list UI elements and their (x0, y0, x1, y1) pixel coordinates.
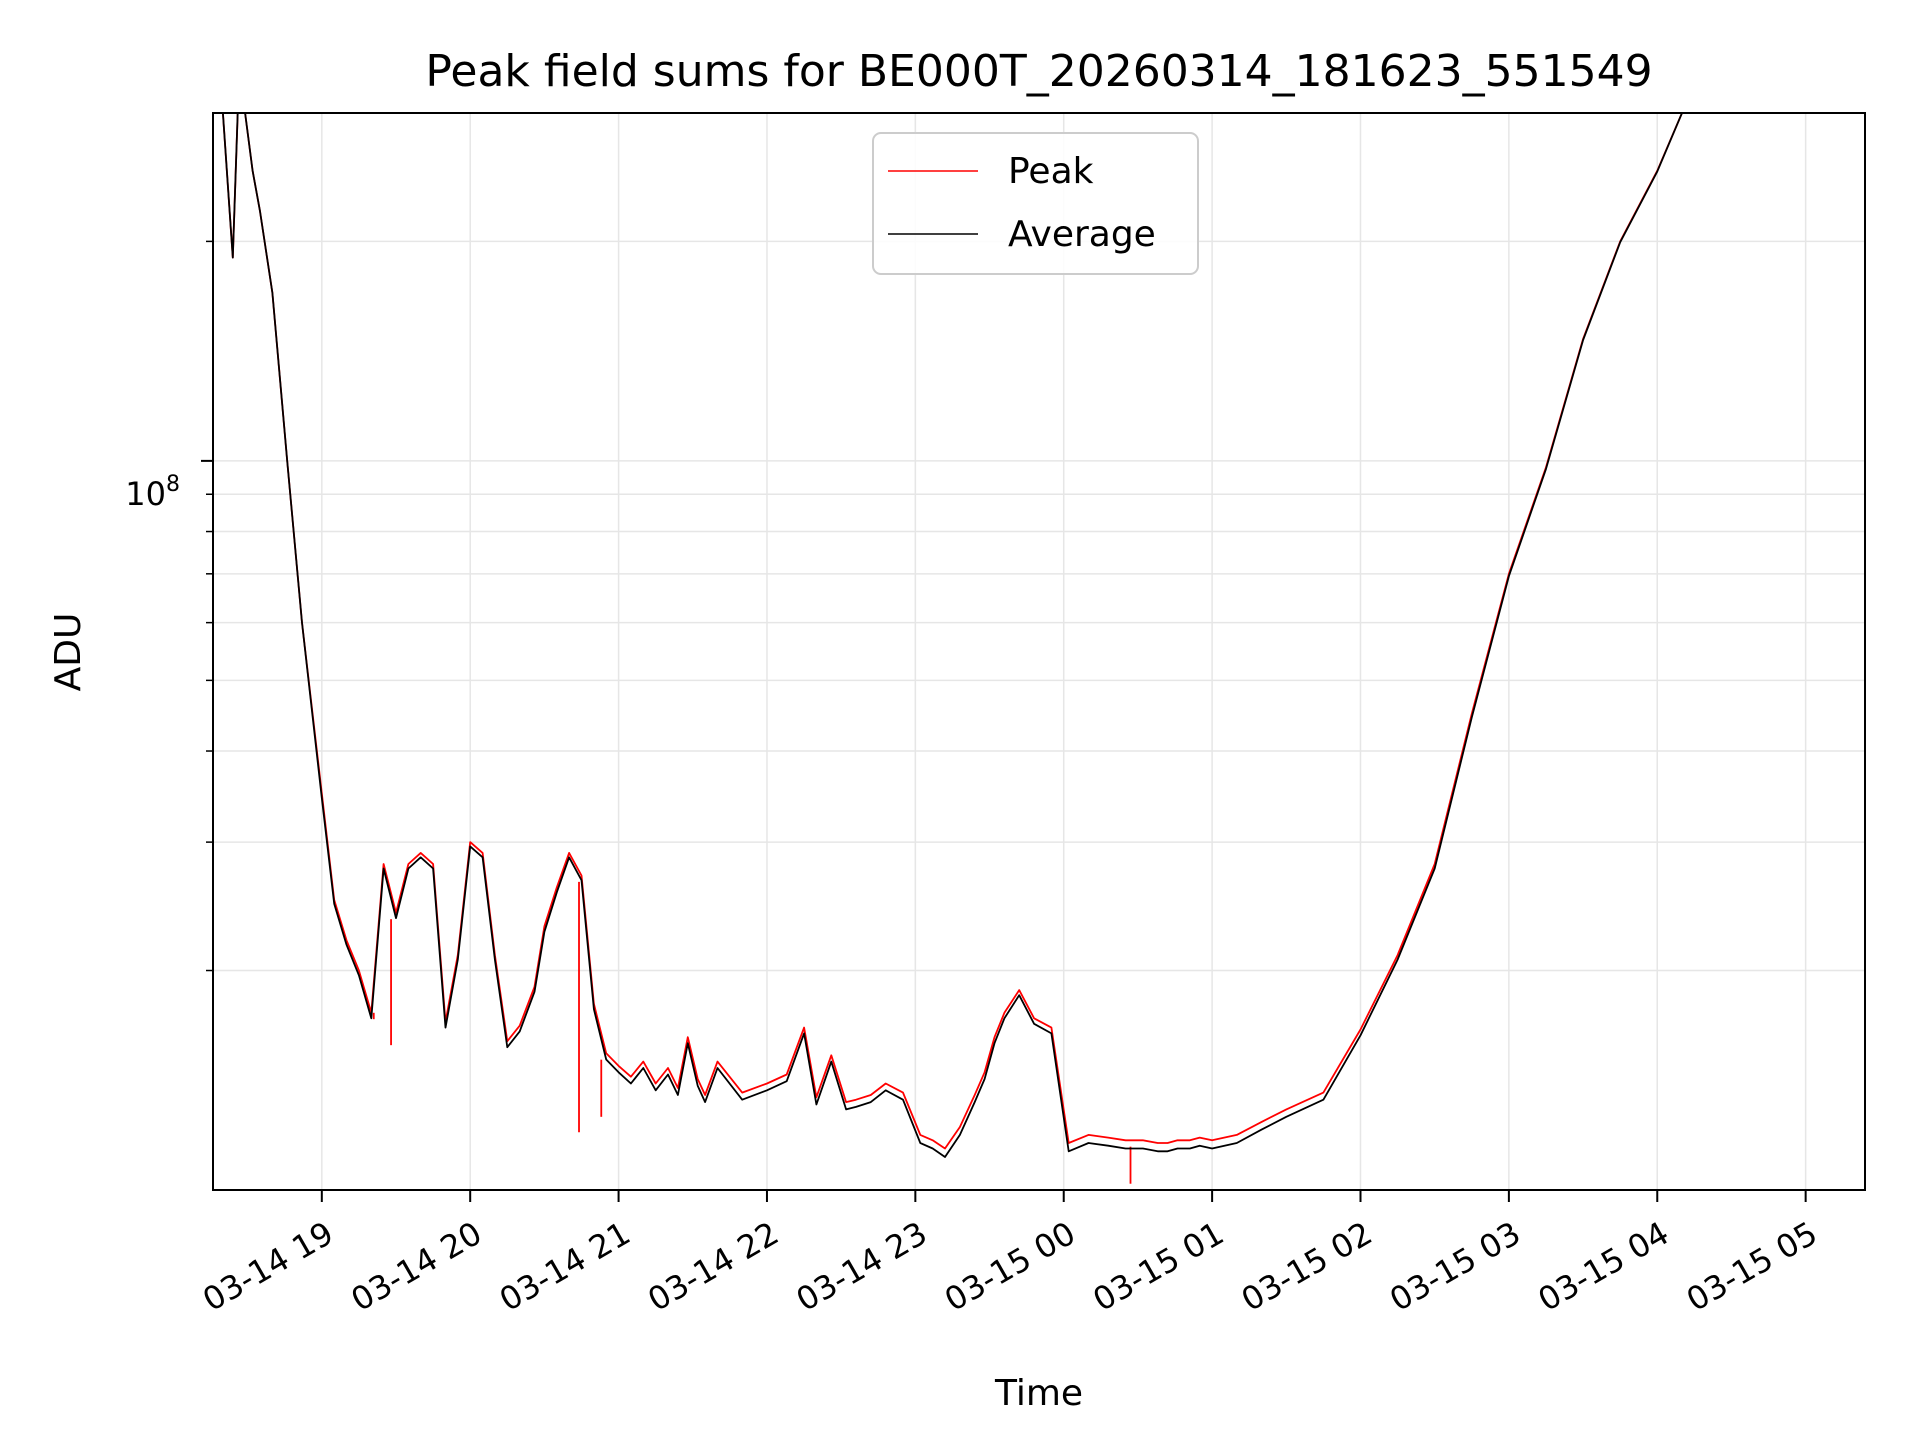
legend-average-label: Average (1008, 214, 1156, 255)
y-tick-base: 10 (125, 475, 166, 513)
y-tick-exponent: 8 (166, 472, 180, 497)
x-axis-label: Time (994, 1373, 1083, 1414)
legend: Peak Average (872, 132, 1199, 275)
y-axis-label: ADU (48, 613, 89, 692)
chart-title: Peak field sums for BE000T_20260314_1816… (425, 46, 1652, 97)
grid (213, 113, 1865, 1190)
plot-frame (212, 112, 1866, 1191)
legend-box (872, 132, 1199, 275)
series-group (213, 112, 1821, 1184)
average-series-line (213, 112, 1821, 1158)
legend-peak-label: Peak (1008, 151, 1094, 192)
peak-series-line (213, 112, 1821, 1150)
y-tick-label: 108 (125, 472, 180, 513)
